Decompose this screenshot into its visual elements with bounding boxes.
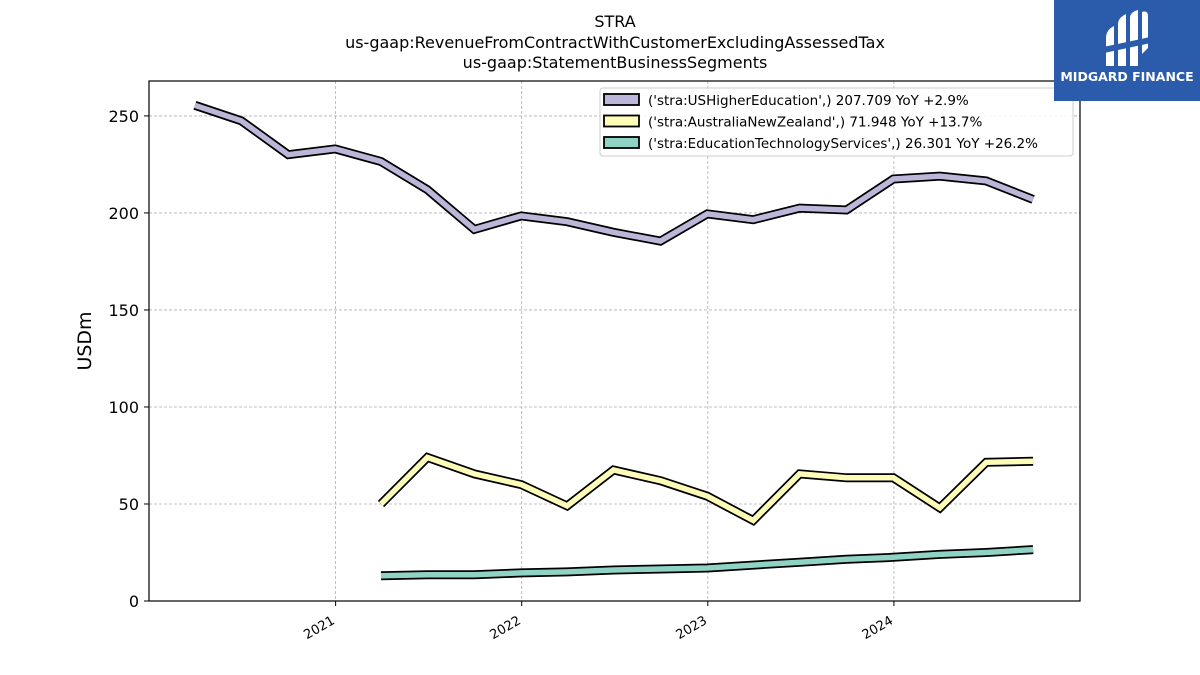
series-1 xyxy=(377,452,1034,527)
midgard-logo-icon xyxy=(1103,10,1151,66)
chart-title-line-3: us-gaap:StatementBusinessSegments xyxy=(463,53,768,72)
legend-label: ('stra:AustraliaNewZealand',) 71.948 YoY… xyxy=(648,115,983,131)
legend-swatch xyxy=(603,136,640,149)
midgard-finance-logo: MIDGARD FINANCE xyxy=(1054,0,1200,101)
series-line xyxy=(380,546,1034,579)
legend-box xyxy=(599,87,1074,157)
logo-text: MIDGARD FINANCE xyxy=(1060,69,1194,84)
y-tick-label: 50 xyxy=(119,495,139,514)
series-line-outline xyxy=(377,452,1034,527)
legend-label: ('stra:EducationTechnologyServices',) 26… xyxy=(648,136,1038,152)
y-tick-label: 250 xyxy=(108,107,139,126)
series-line xyxy=(194,102,1035,244)
series-0 xyxy=(193,101,1035,246)
legend-swatch xyxy=(603,93,640,106)
legend-label: ('stra:USHigherEducation',) 207.709 YoY … xyxy=(648,93,969,109)
y-tick-label: 100 xyxy=(108,398,139,417)
series-line xyxy=(379,454,1034,524)
chart-title-line-2: us-gaap:RevenueFromContractWithCustomerE… xyxy=(345,33,885,52)
plot-frame xyxy=(148,80,1081,602)
series-2 xyxy=(380,545,1034,581)
x-tick-label: 2021 xyxy=(301,613,337,643)
y-tick-label: 200 xyxy=(108,204,139,223)
x-tick-label: 2024 xyxy=(860,613,896,643)
legend: ('stra:USHigherEducation',) 207.709 YoY … xyxy=(599,87,1074,157)
y-axis-label: USDm xyxy=(74,311,96,370)
legend-swatch xyxy=(603,114,640,128)
y-tick-label: 150 xyxy=(108,301,139,320)
x-tick-label: 2022 xyxy=(488,613,524,643)
series-layer xyxy=(193,101,1035,581)
x-tick-label: 2023 xyxy=(674,613,710,643)
y-tick-label: 0 xyxy=(129,592,139,611)
chart-title-line-1: STRA xyxy=(594,12,635,31)
